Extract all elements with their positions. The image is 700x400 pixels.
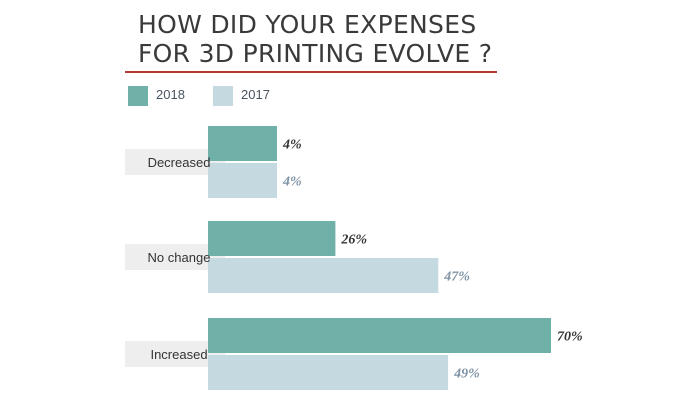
bar-2017-decreased [208,163,277,198]
bar-group-no-change: 26% 47% No change [125,221,470,293]
data-label-2018-increased: 70% [557,330,583,345]
bar-2018-increased [208,318,551,353]
data-label-2017-no-change: 47% [443,270,470,285]
legend-label-2018: 2018 [156,87,185,102]
data-label-2018-decreased: 4% [282,138,302,153]
bar-2017-no-change [208,258,439,293]
legend-label-2017: 2017 [241,87,270,102]
legend-swatch-2018 [128,86,148,106]
bar-group-increased: 70% 49% Increased [125,318,583,390]
legend-swatch-2017 [213,86,233,106]
data-label-2017-decreased: 4% [282,175,302,190]
bar-2018-decreased [208,126,277,161]
data-label-2018-no-change: 26% [340,233,367,248]
category-label: Decreased [148,155,211,170]
bar-2018-no-change [208,221,336,256]
category-label: No change [148,250,211,265]
bar-group-decreased: 4% 4% Decreased [125,126,302,198]
data-label-2017-increased: 49% [453,367,480,382]
bar-2017-increased [208,355,449,390]
category-label: Increased [150,347,207,362]
chart-title: HOW DID YOUR EXPENSES FOR 3D PRINTING EV… [138,10,558,68]
title-underline [125,71,497,73]
chart-title-line-2: FOR 3D PRINTING EVOLVE ? [138,39,493,68]
chart-title-line-1: HOW DID YOUR EXPENSES [138,10,477,39]
